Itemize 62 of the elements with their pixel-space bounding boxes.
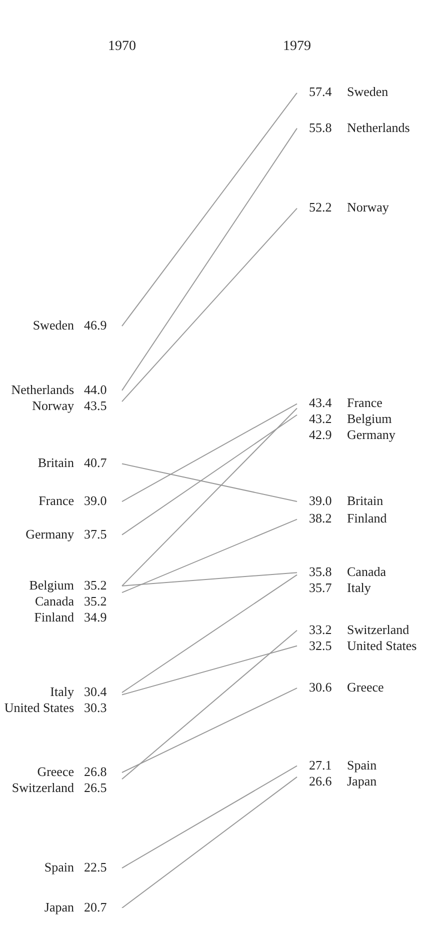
text: Japan: [44, 899, 74, 914]
text: Sweden: [347, 84, 388, 100]
text: Greece: [37, 764, 74, 779]
text: Finland: [34, 609, 74, 624]
text: Switzerland: [347, 622, 410, 637]
text: France: [38, 492, 74, 508]
data-label: 43.4: [309, 395, 332, 410]
data-label: 22.5: [84, 859, 107, 874]
data-label: 43.5: [84, 398, 107, 413]
x-tick-label: 1979: [283, 39, 311, 54]
data-label: 37.5: [84, 526, 107, 542]
data-label: 57.4: [309, 84, 332, 100]
data-label: 32.5: [309, 638, 332, 653]
text: Italy: [347, 580, 371, 596]
data-label: 35.2: [84, 577, 107, 592]
text: Finland: [347, 510, 388, 526]
data-label: 30.4: [84, 684, 108, 699]
data-label: 44.0: [84, 382, 107, 397]
text: Greece: [347, 680, 384, 695]
text: Canada: [35, 593, 74, 608]
text: Belgium: [347, 411, 392, 426]
text: Norway: [347, 200, 389, 215]
text: Spain: [44, 859, 74, 874]
data-label: 27.1: [309, 757, 332, 772]
text: Spain: [347, 757, 377, 772]
data-label: 39.0: [84, 492, 107, 508]
text: Sweden: [32, 317, 74, 332]
data-label: 35.7: [309, 580, 332, 596]
text: France: [347, 395, 382, 410]
data-label: 33.2: [309, 622, 332, 637]
data-label: 55.8: [309, 120, 332, 135]
text: Netherlands: [347, 120, 410, 135]
data-label: 30.3: [84, 700, 107, 715]
text: Switzerland: [12, 780, 74, 795]
data-label: 52.2: [309, 200, 332, 215]
data-label: 39.0: [309, 492, 332, 508]
data-label: 43.2: [309, 411, 332, 426]
data-label: 26.8: [84, 764, 107, 779]
text: Germany: [26, 526, 74, 542]
data-label: 35.2: [84, 593, 107, 608]
x-tick-label: 1970: [108, 39, 136, 54]
text: Belgium: [29, 577, 74, 592]
text: Netherlands: [11, 382, 74, 397]
text: United States: [4, 700, 74, 715]
data-label: 42.9: [309, 427, 332, 442]
data-label: 20.7: [84, 899, 108, 914]
data-label: 46.9: [84, 317, 107, 332]
data-label: 38.2: [309, 510, 332, 526]
text: Canada: [347, 564, 386, 580]
data-label: 34.9: [84, 609, 107, 624]
data-label: 35.8: [309, 564, 332, 580]
data-label: 26.5: [84, 780, 107, 795]
text: Japan: [347, 773, 377, 788]
data-label: 40.7: [84, 455, 108, 470]
data-label: 30.6: [309, 680, 332, 695]
text: Britain: [347, 492, 384, 508]
text: Italy: [50, 684, 74, 699]
data-label: 26.6: [309, 773, 332, 788]
text: United States: [347, 638, 417, 653]
text: Britain: [38, 455, 74, 470]
text: Germany: [347, 427, 396, 442]
text: Norway: [32, 398, 74, 413]
